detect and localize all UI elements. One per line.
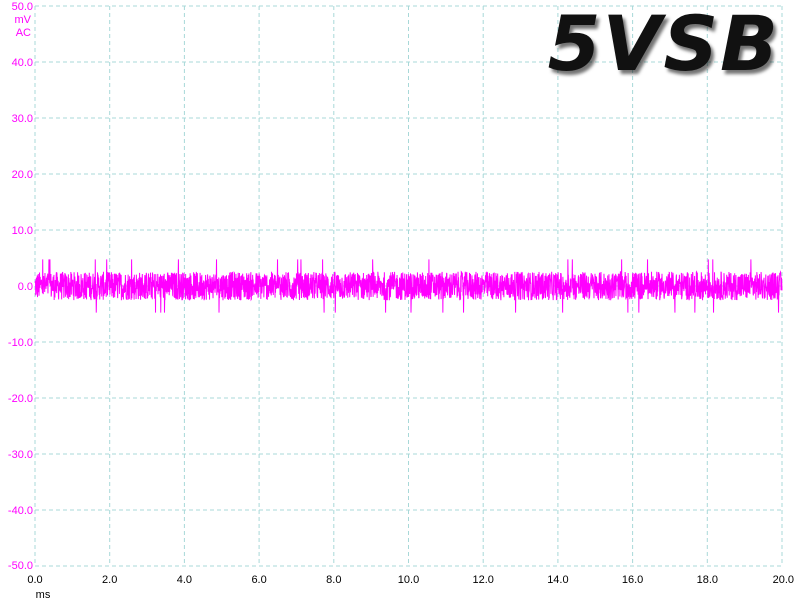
x-tick-label: 0.0 bbox=[27, 574, 42, 586]
y-axis-ticks: 50.0 40.0 30.0 20.0 10.0 0.0 -10.0 -20.0 -30.0 -4… bbox=[8, 1, 33, 572]
x-tick-label: 4.0 bbox=[177, 574, 192, 586]
y-tick-label: 40.0 bbox=[12, 57, 33, 69]
x-tick-label: 2.0 bbox=[102, 574, 117, 586]
y-tick-label: 30.0 bbox=[12, 113, 33, 125]
x-axis-ticks: 0.0 2.0 4.0 6.0 8.0 10.0 12.0 14.0 16.0 18.0 20.0 bbox=[27, 574, 794, 586]
x-tick-label: 18.0 bbox=[697, 574, 718, 586]
signal-trace bbox=[34, 259, 783, 313]
y-tick-label: 20.0 bbox=[12, 169, 33, 181]
x-unit-label: ms bbox=[36, 589, 51, 600]
y-tick-label: -10.0 bbox=[8, 337, 33, 349]
y-tick-label: -20.0 bbox=[8, 393, 33, 405]
y-coupling-label: AC bbox=[16, 27, 31, 39]
y-tick-label: -50.0 bbox=[8, 560, 33, 572]
x-tick-label: 8.0 bbox=[326, 574, 341, 586]
y-tick-label: -30.0 bbox=[8, 449, 33, 461]
x-tick-label: 14.0 bbox=[547, 574, 568, 586]
x-tick-label: 12.0 bbox=[472, 574, 493, 586]
y-tick-label: 0.0 bbox=[18, 281, 33, 293]
y-tick-label: 10.0 bbox=[12, 225, 33, 237]
y-tick-label: -40.0 bbox=[8, 505, 33, 517]
y-unit-label: mV bbox=[15, 14, 32, 26]
x-tick-label: 6.0 bbox=[251, 574, 266, 586]
x-tick-label: 20.0 bbox=[773, 574, 794, 586]
y-tick-label: 50.0 bbox=[12, 1, 33, 13]
chart-title: 5VSB bbox=[547, 0, 780, 88]
x-tick-label: 10.0 bbox=[398, 574, 419, 586]
x-tick-label: 16.0 bbox=[622, 574, 643, 586]
